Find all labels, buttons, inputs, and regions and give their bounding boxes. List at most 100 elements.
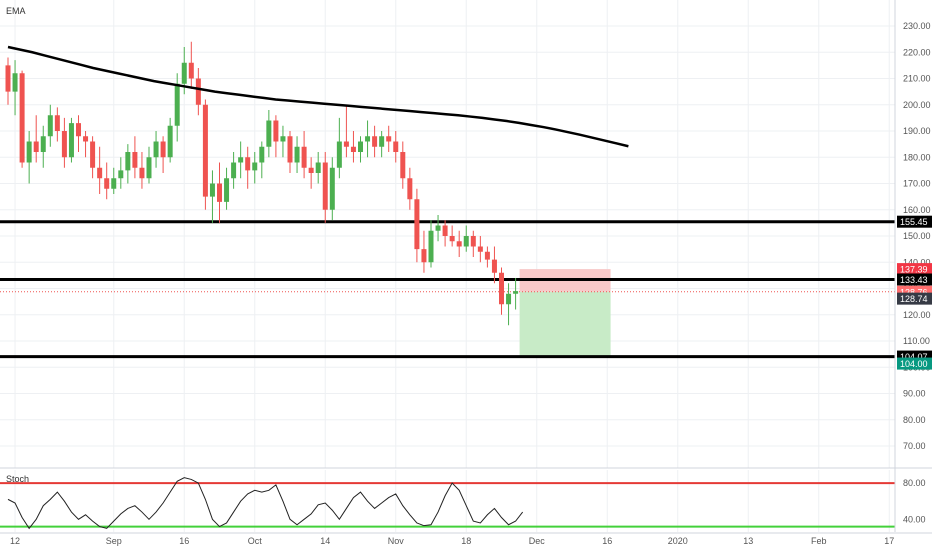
stoch-indicator-label[interactable]: Stoch <box>6 474 30 484</box>
candle-body <box>40 136 46 152</box>
candle <box>499 267 504 315</box>
y-tick-label: 70.00 <box>903 441 926 451</box>
candle <box>315 152 321 184</box>
candle-body <box>76 123 81 137</box>
stoch-k-line <box>7 477 524 530</box>
candle-body <box>336 141 342 168</box>
y-tick-label: 160.00 <box>903 205 931 215</box>
candle <box>47 104 53 147</box>
candle-body <box>343 141 349 147</box>
candle-body <box>33 141 39 152</box>
candle <box>76 115 81 152</box>
badge-104: 104.07 <box>900 352 928 362</box>
candle-body <box>195 78 201 105</box>
candle-body <box>414 199 420 250</box>
candle <box>456 230 462 257</box>
candle <box>132 136 138 179</box>
candle <box>484 246 490 268</box>
candle-body <box>393 141 399 152</box>
candle <box>68 117 74 163</box>
candle <box>12 60 18 116</box>
candle-body <box>132 152 138 168</box>
candle <box>506 283 512 326</box>
candle <box>449 225 455 247</box>
candle-body <box>167 125 173 158</box>
candle-body <box>280 136 286 142</box>
candle <box>350 131 356 163</box>
x-tick-label: 12 <box>10 536 20 546</box>
candle <box>252 152 258 184</box>
candle-body <box>217 183 222 202</box>
candle-body <box>202 104 208 197</box>
y-tick-label: 220.00 <box>903 47 931 57</box>
candle-body <box>118 170 124 179</box>
candle-body <box>442 225 448 236</box>
y-tick-label: 120.00 <box>903 310 931 320</box>
candle-body <box>315 162 321 173</box>
stoch-y-tick-label: 40.00 <box>903 514 926 524</box>
candle <box>329 157 335 221</box>
candle <box>358 136 363 163</box>
candle <box>421 230 427 273</box>
badge-entry: 128.76 <box>900 287 928 297</box>
ema-line <box>7 45 629 148</box>
candle-body <box>449 236 455 242</box>
ema-indicator-label[interactable]: EMA <box>6 6 26 16</box>
candle <box>294 136 300 173</box>
candle <box>188 41 194 89</box>
candle <box>343 104 349 158</box>
candle <box>336 117 342 179</box>
x-tick-label: 17 <box>884 536 894 546</box>
y-tick-label: 190.00 <box>903 126 931 136</box>
candle <box>26 131 32 184</box>
candle <box>308 157 314 189</box>
badge-155: 155.45 <box>900 217 928 227</box>
candle-body <box>54 115 60 131</box>
candle-body <box>5 65 11 92</box>
position-zones <box>0 269 895 357</box>
candle <box>83 131 89 158</box>
candle-body <box>506 293 512 305</box>
candle <box>61 117 67 168</box>
badge-target-bg <box>897 357 932 370</box>
y-tick-label: 200.00 <box>903 100 931 110</box>
candlesticks <box>5 41 519 326</box>
y-tick-label: 170.00 <box>903 179 931 189</box>
candle <box>245 146 251 189</box>
candle <box>470 230 476 257</box>
candle <box>301 131 307 179</box>
candle-body <box>238 157 244 163</box>
candle-body <box>174 83 180 126</box>
candle <box>273 115 279 158</box>
candle <box>379 131 385 158</box>
candle <box>322 152 328 223</box>
candle-body <box>484 251 490 260</box>
badge-current: 128.74 <box>900 294 928 304</box>
candle-body <box>463 236 469 247</box>
candle-body <box>259 146 265 163</box>
candle-body <box>245 157 251 171</box>
candle <box>153 131 159 168</box>
candle <box>217 162 222 223</box>
candle-body <box>160 141 166 158</box>
candle-body <box>47 115 53 137</box>
candle-body <box>400 152 406 179</box>
candle-body <box>322 162 328 210</box>
candle-body <box>224 178 230 202</box>
candle-body <box>61 131 67 158</box>
candle <box>54 107 60 142</box>
candle-body <box>231 162 237 179</box>
x-tick-label: 2020 <box>668 536 688 546</box>
y-tick-label: 110.00 <box>903 336 930 346</box>
x-tick-label: 13 <box>743 536 753 546</box>
candle-body <box>252 162 258 171</box>
candle <box>266 110 272 158</box>
candle <box>491 246 497 284</box>
candle-body <box>365 136 371 142</box>
support-resistance-levels <box>0 220 895 359</box>
candle <box>209 170 215 223</box>
badge-155-bg <box>897 215 932 228</box>
candle <box>40 125 46 168</box>
candle-body <box>125 152 131 171</box>
